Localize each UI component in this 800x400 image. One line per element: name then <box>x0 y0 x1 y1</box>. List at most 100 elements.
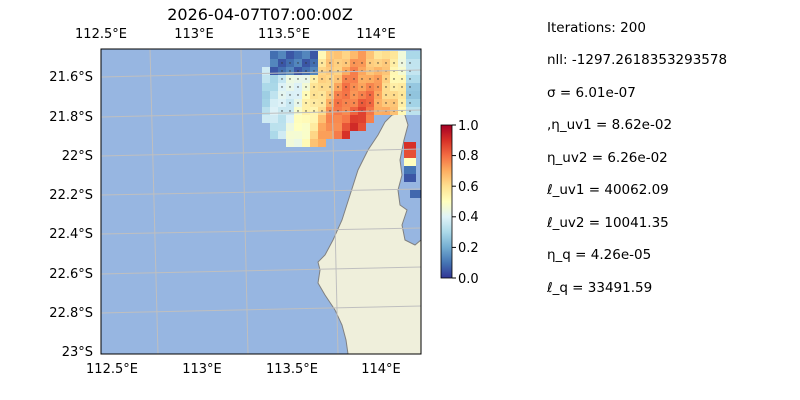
heatmap-cell <box>294 115 302 123</box>
observation-marker <box>393 86 395 88</box>
heatmap-cell <box>414 91 421 99</box>
observation-marker <box>289 86 291 88</box>
heatmap-cell <box>366 115 374 123</box>
observation-marker <box>409 78 411 80</box>
heatmap-cell <box>414 99 421 107</box>
observation-marker <box>329 62 331 64</box>
heatmap-cell <box>414 59 421 67</box>
observation-marker <box>297 86 299 88</box>
observation-marker <box>297 78 299 80</box>
lat-tick-label: 21.8°S <box>49 110 93 125</box>
heatmap-cell <box>270 51 278 59</box>
sigma-text: σ = 6.01e-07 <box>547 85 636 101</box>
observation-marker <box>369 86 371 88</box>
observation-marker <box>385 86 387 88</box>
ell-uv2-text: ℓ_uv2 = 10041.35 <box>547 215 669 231</box>
observation-marker <box>337 78 339 80</box>
heatmap-cell <box>270 59 278 67</box>
observation-marker <box>377 62 379 64</box>
observation-marker <box>353 102 355 104</box>
observation-marker <box>361 86 363 88</box>
heatmap-cell <box>262 83 270 91</box>
left-axis-ticks: 21.6°S 21.8°S 22°S 22.2°S 22.4°S 22.6°S … <box>49 70 93 360</box>
observation-marker <box>281 62 283 64</box>
heatmap-cell <box>334 131 342 139</box>
heatmap-cell <box>302 131 310 139</box>
observation-marker <box>345 102 347 104</box>
observation-marker <box>321 102 323 104</box>
heatmap-cell <box>278 115 286 123</box>
observation-marker <box>305 70 307 72</box>
heatmap-cell <box>374 51 382 59</box>
heatmap-cell <box>318 51 326 59</box>
gridline <box>330 49 339 354</box>
heatmap-cell <box>270 99 278 107</box>
colorbar-tick-label: 0.4 <box>458 210 479 225</box>
observation-marker <box>337 62 339 64</box>
heatmap-cell <box>350 123 358 131</box>
heatmap-cell <box>294 139 302 147</box>
heatmap-cell <box>318 123 326 131</box>
observation-marker <box>313 94 315 96</box>
lat-tick-label: 22.8°S <box>49 306 93 321</box>
observation-marker <box>369 78 371 80</box>
gridline <box>101 266 421 275</box>
heatmap-cell <box>414 107 421 115</box>
heatmap-cell <box>358 123 366 131</box>
heatmap-cell <box>286 51 294 59</box>
heatmap-cell <box>414 67 421 75</box>
top-tick-label: 114°E <box>356 27 396 42</box>
top-tick-label: 112.5°E <box>75 27 127 42</box>
colorbar-tick-label: 0.0 <box>458 272 479 287</box>
observation-marker <box>361 62 363 64</box>
observation-marker <box>377 78 379 80</box>
heatmap-cell <box>358 51 366 59</box>
heatmap-cell <box>262 107 270 115</box>
gridline <box>240 49 249 354</box>
observation-marker <box>409 94 411 96</box>
gridline <box>101 148 421 157</box>
heatmap-cell <box>294 51 302 59</box>
observation-marker <box>409 86 411 88</box>
observation-marker <box>385 94 387 96</box>
observation-marker <box>329 102 331 104</box>
heatmap-cell <box>326 131 334 139</box>
observation-marker <box>369 94 371 96</box>
gridline <box>149 49 159 354</box>
heatmap-cell <box>262 75 270 83</box>
heatmap-cell <box>310 131 318 139</box>
heatmap-cell <box>414 83 421 91</box>
heatmap-cell <box>366 51 374 59</box>
heatmap-cell <box>326 115 334 123</box>
observation-marker <box>409 102 411 104</box>
observation-marker <box>305 86 307 88</box>
observation-marker <box>401 102 403 104</box>
heatmap-cell <box>286 139 294 147</box>
observation-marker <box>289 94 291 96</box>
observation-marker <box>393 94 395 96</box>
observation-marker <box>297 110 299 112</box>
observation-marker <box>297 62 299 64</box>
gridline <box>101 188 421 196</box>
lat-tick-label: 22°S <box>62 149 93 164</box>
colorbar-tick-label: 0.6 <box>458 180 479 195</box>
observation-marker <box>281 70 283 72</box>
heatmap-cell <box>334 115 342 123</box>
heatmap-cell <box>342 115 350 123</box>
observation-marker <box>321 86 323 88</box>
observation-marker <box>281 86 283 88</box>
observation-marker <box>345 86 347 88</box>
colorbar-tick-label: 0.8 <box>458 149 479 164</box>
heatmap-cell <box>262 91 270 99</box>
observation-marker <box>297 70 299 72</box>
heatmap-cell <box>270 131 278 139</box>
heatmap-cell <box>310 51 318 59</box>
colorbar: 0.0 0.2 0.4 0.6 0.8 1.0 <box>440 119 479 287</box>
heatmap-cell <box>406 51 414 59</box>
colorbar-gradient <box>440 124 453 279</box>
ell-uv1-text: ℓ_uv1 = 40062.09 <box>547 182 669 198</box>
heatmap-cell <box>286 123 294 131</box>
heatmap-cell <box>270 107 278 115</box>
heatmap-cell <box>334 123 342 131</box>
bottom-tick-label: 113.5°E <box>266 362 318 377</box>
